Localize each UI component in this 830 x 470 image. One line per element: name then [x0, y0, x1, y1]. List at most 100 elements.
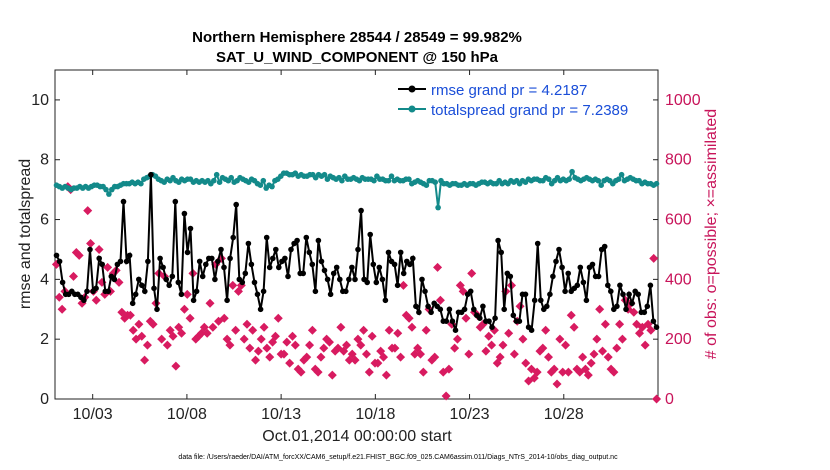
rmse-point [190, 297, 197, 304]
obs-point [179, 304, 189, 314]
right-y-axis-ticks: 0 200 400 600 800 1000 [653, 92, 701, 408]
rmse-point [209, 255, 215, 262]
rmse-point [547, 291, 553, 298]
rmse-point [184, 249, 191, 256]
rmse-point [394, 282, 401, 289]
rmse-point [203, 261, 209, 268]
rmse-point [99, 261, 105, 268]
left-y-tick-label: 10 [31, 92, 49, 109]
rmse-point [169, 273, 176, 280]
totalspread-point [388, 173, 395, 179]
totalspread-point [406, 176, 412, 182]
rmse-point [294, 237, 300, 244]
totalspread-point [211, 177, 217, 184]
rmse-point [333, 264, 340, 271]
totalspread-point [618, 171, 625, 178]
rmse-point [477, 315, 483, 322]
obs-point [396, 352, 406, 362]
obs-point [617, 334, 627, 344]
legend-box [393, 76, 653, 122]
data-file-footnote: data file: /Users/raeder/DAI/ATM_forcXX/… [178, 454, 618, 461]
obs-point [128, 325, 138, 335]
obs-point [563, 367, 573, 377]
rmse-point [160, 264, 166, 271]
obs-point [259, 322, 269, 332]
rmse-point [136, 276, 142, 283]
x-tick-label: 10/03 [73, 406, 113, 423]
rmse-point [446, 306, 453, 313]
obs-point [162, 340, 172, 350]
rmse-point [273, 246, 279, 253]
obs-point [285, 358, 295, 368]
obs-point [288, 331, 298, 341]
obs-point [364, 367, 374, 377]
obs-point [57, 304, 67, 314]
obs-point [319, 343, 329, 353]
obs-point [543, 352, 553, 362]
totalspread-point [569, 168, 575, 175]
obs-point [379, 352, 389, 362]
legend-rmse-label: rmse grand pr = 4.2187 [431, 82, 587, 99]
right-y-tick-label: 200 [665, 331, 692, 348]
obs-point [549, 364, 559, 374]
obs-point [578, 352, 588, 362]
obs-point [415, 349, 425, 359]
rmse-point [87, 246, 93, 253]
rmse-point [449, 318, 456, 325]
obs-point [407, 322, 417, 332]
obs-point [381, 370, 391, 380]
rmse-point [574, 282, 581, 289]
totalspread-point [216, 179, 223, 185]
obs-point [464, 349, 474, 359]
obs-point [324, 337, 334, 347]
rmse-point [352, 276, 358, 283]
obs-point [450, 343, 460, 353]
obs-point [444, 364, 454, 374]
rmse-point [400, 270, 407, 277]
obs-point [629, 307, 639, 317]
obs-point [615, 319, 625, 329]
rmse-point [528, 327, 535, 334]
rmse-point [553, 258, 559, 265]
rmse-point [522, 291, 529, 298]
obs-point [435, 295, 445, 305]
rmse-point [105, 288, 112, 295]
rmse-point [233, 201, 239, 208]
rmse-point [321, 267, 328, 274]
plot-area [54, 69, 659, 400]
rmse-point [84, 288, 90, 295]
obs-point [228, 280, 238, 290]
rmse-point [346, 276, 352, 283]
rmse-point [221, 264, 227, 271]
rmse-point [266, 264, 273, 271]
obs-point [182, 289, 192, 299]
rmse-point [151, 285, 157, 292]
obs-point [296, 367, 306, 377]
rmse-point [312, 288, 319, 295]
chart-title-line2: SAT_U_WIND_COMPONENT @ 150 hPa [216, 49, 499, 66]
obs-point [541, 325, 551, 335]
obs-point [103, 262, 113, 272]
obs-point [652, 394, 662, 404]
obs-point [202, 328, 212, 338]
rmse-point [589, 261, 596, 268]
x-tick-label: 10/08 [167, 406, 207, 423]
rmse-point [254, 291, 261, 298]
obs-point [350, 355, 360, 365]
obs-point [461, 313, 471, 323]
obs-point [430, 352, 440, 362]
obs-point [120, 313, 130, 323]
x-tick-label: 10/18 [355, 406, 395, 423]
obs-point [342, 340, 352, 350]
rmse-point [437, 306, 444, 313]
obs-point [248, 325, 258, 335]
rmse-point [443, 318, 450, 325]
rmse-point [257, 306, 264, 313]
obs-point [282, 337, 292, 347]
y-axis-label-right: # of obs: o=possible; ×=assimilated [703, 109, 720, 359]
rmse-point [452, 327, 459, 334]
rmse-point [306, 249, 313, 256]
x-axis-label: Oct.01,2014 00:00:00 start [262, 428, 452, 445]
rmse-point [562, 288, 568, 295]
totalspread-point [566, 176, 572, 182]
